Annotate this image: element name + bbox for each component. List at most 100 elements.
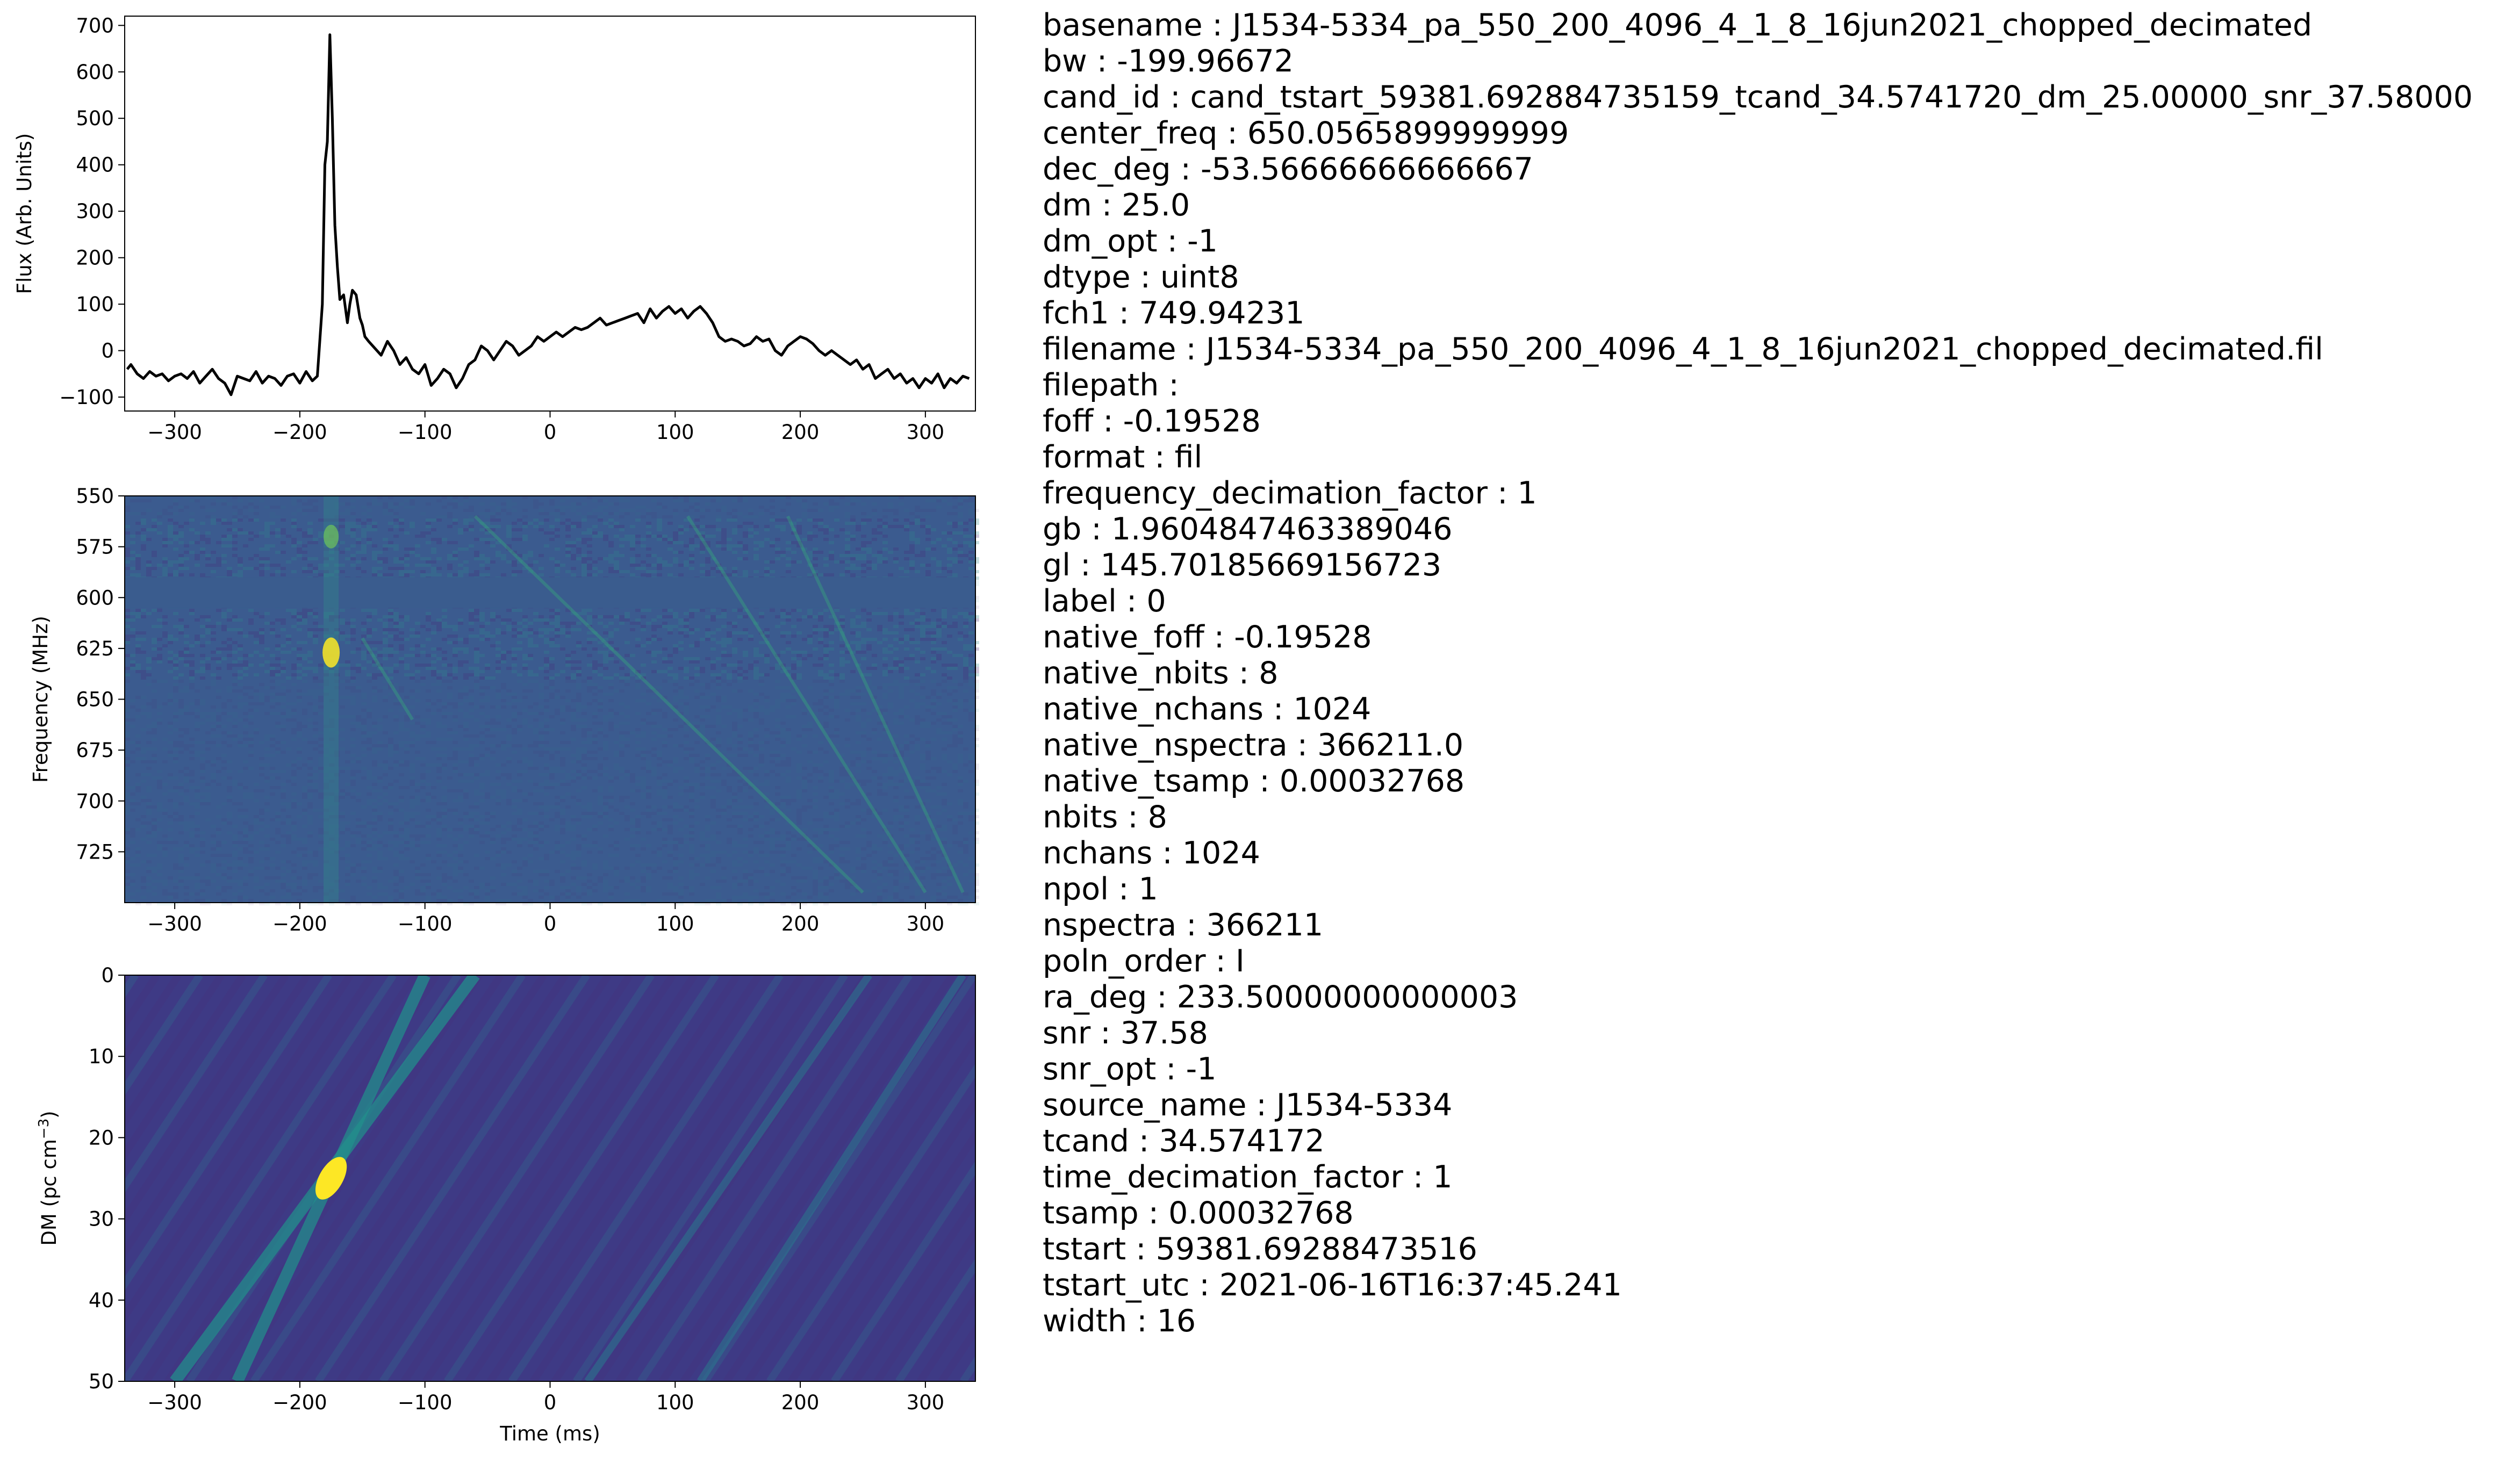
spectrogram-noise-cell [866, 738, 872, 741]
spectrogram-noise-cell [393, 518, 399, 522]
spectrogram-noise-cell [350, 689, 356, 693]
spectrogram-noise-cell [324, 512, 329, 515]
spectrogram-noise-cell [238, 657, 243, 660]
spectrogram-noise-cell [485, 573, 490, 576]
spectrogram-noise-cell [689, 644, 694, 647]
spectrogram-noise-cell [684, 625, 689, 628]
spectrogram-noise-cell [329, 715, 334, 718]
spectrogram-noise-cell [377, 654, 383, 657]
spectrogram-noise-cell [549, 557, 555, 560]
spectrogram-noise-cell [603, 644, 608, 647]
spectrogram-noise-cell [753, 767, 759, 770]
spectrogram-noise-cell [802, 709, 807, 712]
spectrogram-noise-cell [608, 567, 614, 570]
spectrogram-noise-cell [549, 609, 555, 612]
spectrogram-noise-cell [684, 628, 689, 631]
spectrogram-noise-cell [667, 680, 673, 683]
spectrogram-noise-cell [904, 525, 909, 528]
spectrogram-noise-cell [474, 734, 479, 738]
spectrogram-noise-cell [705, 541, 710, 544]
spectrogram-noise-cell [248, 738, 254, 741]
spectrogram-noise-cell [135, 667, 141, 670]
spectrogram-noise-cell [624, 676, 630, 680]
spectrogram-noise-cell [780, 609, 786, 612]
spectrogram-noise-cell [716, 744, 721, 747]
spectrogram-noise-cell [587, 564, 592, 567]
spectrogram-noise-cell [705, 776, 710, 780]
spectrogram-noise-cell [130, 664, 135, 667]
spectrogram-noise-cell [942, 738, 947, 741]
spectrogram-noise-cell [436, 628, 442, 631]
spectrogram-noise-cell [517, 760, 522, 763]
spectrogram-noise-cell [716, 518, 721, 522]
spectrogram-noise-cell [759, 654, 764, 657]
spectrogram-noise-cell [673, 760, 678, 763]
spectrogram-noise-cell [780, 728, 786, 731]
spectrogram-noise-cell [447, 635, 453, 638]
spectrogram-noise-cell [496, 518, 501, 522]
spectrogram-noise-cell [340, 541, 345, 544]
spectrogram-noise-cell [307, 718, 313, 722]
spectrogram-noise-cell [152, 638, 157, 641]
spectrogram-noise-cell [474, 573, 479, 576]
spectrogram-noise-cell [463, 660, 469, 664]
spectrogram-noise-cell [275, 673, 281, 676]
spectrogram-noise-cell [350, 715, 356, 718]
spectrogram-noise-cell [334, 751, 340, 754]
spectrogram-noise-cell [168, 660, 173, 664]
spectrogram-noise-cell [227, 528, 232, 531]
spectrogram-noise-cell [845, 744, 850, 747]
spectrogram-noise-cell [496, 512, 501, 515]
spectrogram-noise-cell [200, 751, 205, 754]
spectrogram-noise-cell [920, 651, 925, 654]
spectrogram-noise-cell [753, 557, 759, 560]
spectrogram-noise-cell [388, 741, 393, 744]
spectrogram-noise-cell [291, 538, 297, 541]
spectrogram-noise-cell [453, 506, 458, 509]
spectrogram-noise-cell [474, 744, 479, 747]
spectrogram-noise-cell [399, 760, 404, 763]
spectrogram-noise-cell [334, 502, 340, 506]
spectrogram-noise-cell [823, 760, 829, 763]
spectrogram-noise-cell [560, 731, 565, 734]
spectrogram-noise-cell [211, 631, 216, 635]
spectrogram-noise-cell [915, 622, 920, 625]
spectrogram-noise-cell [275, 670, 281, 673]
spectrogram-noise-cell [173, 718, 178, 722]
spectrogram-noise-cell [571, 667, 576, 670]
spectrogram-noise-cell [700, 509, 705, 512]
spectrogram-noise-cell [576, 693, 581, 696]
spectrogram-noise-cell [592, 757, 598, 760]
spectrogram-noise-cell [861, 609, 866, 612]
spectrogram-noise-cell [796, 767, 802, 770]
spectrogram-noise-cell [291, 760, 297, 763]
spectrogram-noise-cell [936, 631, 942, 635]
spectrogram-noise-cell [345, 531, 350, 535]
spectrogram-noise-cell [732, 551, 737, 554]
spectrogram-noise-cell [157, 657, 162, 660]
spectrogram-noise-cell [689, 683, 694, 686]
spectrogram-noise-cell [673, 676, 678, 680]
spectrogram-noise-cell [383, 512, 388, 515]
spectrogram-noise-cell [248, 715, 254, 718]
spectrogram-noise-cell [608, 615, 614, 618]
spectrogram-noise-cell [221, 725, 227, 728]
spectrogram-noise-cell [383, 638, 388, 641]
spectrogram-noise-cell [248, 557, 254, 560]
spectrogram-noise-cell [635, 747, 641, 751]
spectrogram-noise-cell [410, 647, 415, 651]
spectrogram-noise-cell [178, 631, 184, 635]
spectrogram-noise-cell [393, 515, 399, 518]
spectrogram-noise-cell [243, 567, 248, 570]
spectrogram-noise-cell [587, 731, 592, 734]
spectrogram-noise-cell [581, 757, 587, 760]
spectrogram-noise-cell [958, 512, 963, 515]
spectrogram-noise-cell [426, 664, 431, 667]
spectrogram-noise-cell [539, 705, 544, 709]
spectrogram-noise-cell [496, 641, 501, 644]
spectrogram-noise-cell [743, 676, 748, 680]
spectrogram-noise-cell [560, 705, 565, 709]
spectrogram-noise-cell [522, 664, 528, 667]
spectrogram-noise-cell [915, 554, 920, 557]
spectrogram-noise-cell [297, 612, 302, 615]
